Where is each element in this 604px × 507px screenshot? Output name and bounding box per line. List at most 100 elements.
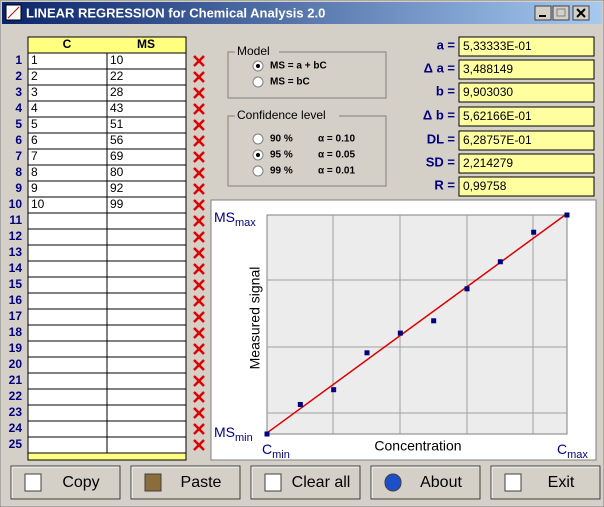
table-cell[interactable] [106,276,187,294]
table-cell[interactable] [27,308,108,326]
button-label[interactable]: About [420,474,462,491]
table-cell[interactable] [27,388,108,406]
delete-row-icon[interactable] [193,311,205,323]
delete-row-icon[interactable] [193,87,205,99]
button-face[interactable] [250,465,361,500]
cell-value: 99 [110,197,124,211]
result-label: DL = [427,131,456,146]
delete-row-icon[interactable] [193,407,205,419]
table-cell[interactable] [106,260,187,278]
button-face[interactable] [10,465,121,500]
maximize-button[interactable] [552,5,570,21]
row-number: 21 [9,373,23,387]
table-cell[interactable] [27,324,108,342]
table-cell[interactable] [27,180,108,198]
delete-row-icon[interactable] [193,391,205,403]
row-number: 25 [9,437,23,451]
delete-row-icon[interactable] [193,295,205,307]
result-label: a = [437,37,456,52]
table-cell[interactable] [27,148,108,166]
table-cell[interactable] [27,372,108,390]
result-box [458,130,595,151]
table-cell[interactable] [106,228,187,246]
table-cell[interactable] [27,340,108,358]
table-cell[interactable] [27,116,108,134]
radio-button[interactable] [252,165,264,177]
table-cell[interactable] [106,244,187,262]
delete-row-icon[interactable] [193,215,205,227]
cell-value: 43 [110,101,124,115]
row-number: 12 [9,229,23,243]
table-cell[interactable] [106,308,187,326]
button-label[interactable]: Exit [548,474,575,491]
delete-row-icon[interactable] [193,423,205,435]
table-cell[interactable] [106,420,187,438]
button-label[interactable]: Clear all [292,474,351,491]
delete-row-icon[interactable] [193,231,205,243]
delete-row-icon[interactable] [193,135,205,147]
button[interactable]: Exit [490,465,601,500]
table-cell[interactable] [106,292,187,310]
delete-row-icon[interactable] [193,55,205,67]
table-cell[interactable] [27,164,108,182]
table-cell[interactable] [106,356,187,374]
radio-button[interactable] [252,133,264,145]
table-cell[interactable] [106,372,187,390]
delete-row-icon[interactable] [193,327,205,339]
radio-dot [256,64,260,68]
table-cell[interactable] [27,68,108,86]
button-label[interactable]: Copy [62,474,99,491]
table-cell[interactable] [27,420,108,438]
table-cell[interactable] [27,260,108,278]
table-cell[interactable] [27,244,108,262]
table-cell[interactable] [27,132,108,150]
table-cell[interactable] [106,436,187,454]
table-cell[interactable] [27,228,108,246]
button-label[interactable]: Paste [181,474,222,491]
group-title-bg [235,46,279,58]
table-cell[interactable] [27,356,108,374]
delete-row-icon[interactable] [193,103,205,115]
cell-value: 56 [110,133,124,147]
delete-row-icon[interactable] [193,151,205,163]
table-cell[interactable] [106,340,187,358]
delete-row-icon[interactable] [193,247,205,259]
button[interactable]: Copy [10,465,121,500]
cell-value: 3 [31,85,38,99]
button[interactable]: About [370,465,481,500]
table-cell[interactable] [27,100,108,118]
table-cell[interactable] [27,212,108,230]
delete-row-icon[interactable] [193,183,205,195]
row-number: 10 [9,197,23,211]
button[interactable]: Paste [130,465,241,500]
delete-row-icon[interactable] [193,439,205,451]
table-cell[interactable] [106,212,187,230]
delete-row-icon[interactable] [193,263,205,275]
delete-row-icon[interactable] [193,167,205,179]
table-cell[interactable] [106,388,187,406]
delete-row-icon[interactable] [193,119,205,131]
table-cell[interactable] [27,436,108,454]
delete-row-icon[interactable] [193,359,205,371]
table-cell[interactable] [27,276,108,294]
button[interactable]: Clear all [250,465,361,500]
table-cell[interactable] [27,52,108,70]
table-cell[interactable] [27,84,108,102]
delete-row-icon[interactable] [193,71,205,83]
table-cell[interactable] [106,404,187,422]
window-controls[interactable] [534,5,590,21]
delete-row-icon[interactable] [193,199,205,211]
table-cell[interactable] [106,324,187,342]
delete-row-icon[interactable] [193,279,205,291]
minimize-button[interactable] [534,5,552,21]
radio-button[interactable] [252,76,264,88]
delete-row-icon[interactable] [193,375,205,387]
table-cell[interactable] [27,404,108,422]
result-box [458,36,595,57]
table-cell[interactable] [27,292,108,310]
button-face[interactable] [490,465,601,500]
label-main: MS [214,424,235,440]
group-title-bg [235,110,339,122]
delete-row-icon[interactable] [193,343,205,355]
